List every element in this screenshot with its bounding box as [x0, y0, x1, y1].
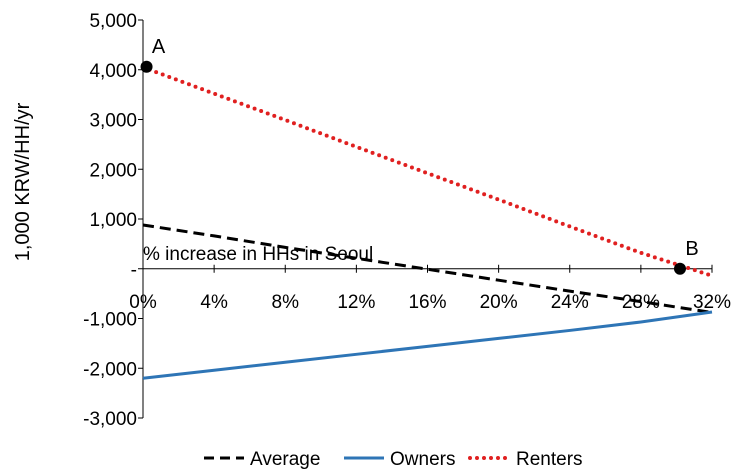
point-marker-b: [673, 262, 686, 275]
y-tick-label: -3,000: [83, 409, 137, 430]
y-tick-label: 5,000: [89, 11, 137, 32]
x-tick-label: 20%: [480, 292, 518, 313]
x-axis-title: % increase in HHs in Seoul: [143, 244, 373, 265]
y-tick-label: 1,000: [89, 210, 137, 231]
y-tick-label: -1,000: [83, 310, 137, 331]
x-tick-label: 16%: [408, 292, 446, 313]
x-tick-label: 24%: [551, 292, 589, 313]
y-tick-label: -: [131, 260, 137, 281]
x-tick-label: 0%: [129, 292, 157, 313]
legend-label-owners: Owners: [390, 449, 455, 470]
y-tick-label: 4,000: [89, 61, 137, 82]
x-tick-labels: 0% 4% 8% 12% 16% 20% 24% 28% 32%: [129, 264, 731, 313]
axes: [142, 20, 712, 418]
x-tick-label: 12%: [337, 292, 375, 313]
legend-label-average: Average: [250, 449, 320, 470]
y-tick-label: 3,000: [89, 111, 137, 132]
series-line-owners: [142, 310, 713, 380]
y-tick-label: -2,000: [83, 359, 137, 380]
point-label-b: B: [685, 238, 698, 260]
x-tick-label: 8%: [272, 292, 300, 313]
y-tick-labels: 5,000 4,000 3,000 2,000 1,000 - -1,000 -2,000 -3…: [83, 11, 143, 430]
y-axis-title: 1,000 KRW/HH/yr: [12, 102, 34, 261]
point-label-a: A: [152, 36, 166, 58]
legend-label-renters: Renters: [516, 449, 583, 470]
x-tick-label: 4%: [200, 292, 228, 313]
point-marker-a: [140, 60, 153, 73]
series-line-average: [142, 223, 713, 315]
annotations: AB: [140, 36, 699, 275]
legend: Average Owners Renters: [204, 449, 583, 470]
series-lines: [141, 65, 714, 380]
y-tick-label: 2,000: [89, 160, 137, 181]
x-tick-label: 32%: [693, 292, 731, 313]
